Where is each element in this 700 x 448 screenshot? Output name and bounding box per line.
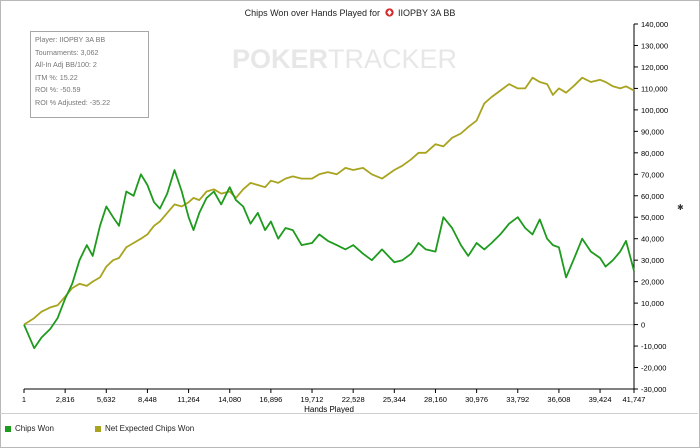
chart-options-icon[interactable]: ✱ xyxy=(677,203,684,212)
player-stats-box: Player: IIOPBY 3A BB Tournaments: 3,062 … xyxy=(30,31,149,118)
y-tick-label: 110,000 xyxy=(641,84,668,93)
x-tick-label: 33,792 xyxy=(506,395,529,404)
pokertracker-logo-icon xyxy=(384,8,394,17)
x-tick-label: 14,080 xyxy=(218,395,241,404)
y-tick-label: 130,000 xyxy=(641,41,668,50)
stat-allin-adj: All-In Adj BB/100: 2 xyxy=(35,60,97,69)
y-tick-label: 140,000 xyxy=(641,20,668,29)
x-tick-label: 5,632 xyxy=(97,395,116,404)
stat-itm: ITM %: 15.22 xyxy=(35,72,78,82)
series-line-chips-won xyxy=(23,169,635,350)
chart-legend: Chips Won Net Expected Chips Won xyxy=(0,413,698,447)
x-tick-label: 1 xyxy=(22,395,26,404)
x-tick-label: 41,747 xyxy=(623,395,646,404)
chart-title-player: IIOPBY 3A BB xyxy=(398,8,456,18)
stat-roi-adjusted: ROI % Adjusted: -35.22 xyxy=(35,97,111,107)
y-tick-label: -10,000 xyxy=(641,342,666,351)
y-tick-label: 40,000 xyxy=(641,235,664,244)
x-tick-label: 8,448 xyxy=(138,395,157,404)
x-tick-label: 36,608 xyxy=(547,395,570,404)
watermark-poker: POKER xyxy=(232,44,329,74)
x-tick-label: 2,816 xyxy=(56,395,75,404)
x-tick-label: 30,976 xyxy=(465,395,488,404)
x-tick-label: 22,528 xyxy=(342,395,365,404)
y-tick-label: 20,000 xyxy=(641,278,664,287)
watermark-tracker: TRACKER xyxy=(328,44,458,74)
legend-label-chips-won: Chips Won xyxy=(15,424,54,433)
legend-item-chips-won[interactable]: Chips Won xyxy=(5,424,54,433)
y-tick-label: 50,000 xyxy=(641,213,664,222)
legend-label-net-expected: Net Expected Chips Won xyxy=(105,424,195,433)
y-tick-label: 60,000 xyxy=(641,192,664,201)
x-tick-label: 25,344 xyxy=(383,395,406,404)
y-tick-label: 0 xyxy=(641,321,645,330)
y-tick-label: 90,000 xyxy=(641,127,664,136)
x-tick-label: 39,424 xyxy=(589,395,612,404)
y-tick-label: 70,000 xyxy=(641,170,664,179)
chart-title: Chips Won over Hands Played for IIOPBY 3… xyxy=(0,8,700,18)
x-tick-label: 11,264 xyxy=(177,395,199,404)
y-tick-label: 80,000 xyxy=(641,149,664,158)
series-line-net-expected xyxy=(23,76,635,326)
stat-player: Player: IIOPBY 3A BB xyxy=(35,35,106,44)
stat-tournaments: Tournaments: 3,062 xyxy=(35,47,99,57)
y-tick-label: 120,000 xyxy=(641,63,668,72)
x-tick-label: 28,160 xyxy=(424,395,447,404)
pokertracker-watermark: POKERTRACKER xyxy=(232,44,457,75)
legend-item-net-expected[interactable]: Net Expected Chips Won xyxy=(95,424,194,433)
legend-swatch-chips-won xyxy=(5,426,11,432)
y-tick-label: 30,000 xyxy=(641,256,664,265)
x-tick-label: 16,896 xyxy=(259,395,282,404)
legend-swatch-net-expected xyxy=(95,426,101,432)
chart-title-text: Chips Won over Hands Played for xyxy=(244,8,380,18)
y-tick-label: -20,000 xyxy=(641,364,666,373)
line-chart: 1 2,816 5,632 8,448 11,264 14,080 16,896 19,712… xyxy=(22,20,668,413)
y-tick-label: 10,000 xyxy=(641,299,664,308)
stat-roi: ROI %: -50.59 xyxy=(35,85,81,94)
y-tick-label: -30,000 xyxy=(641,385,666,394)
x-axis-label: Hands Played xyxy=(304,405,354,413)
x-tick-label: 19,712 xyxy=(301,395,324,404)
y-tick-label: 100,000 xyxy=(641,106,668,115)
